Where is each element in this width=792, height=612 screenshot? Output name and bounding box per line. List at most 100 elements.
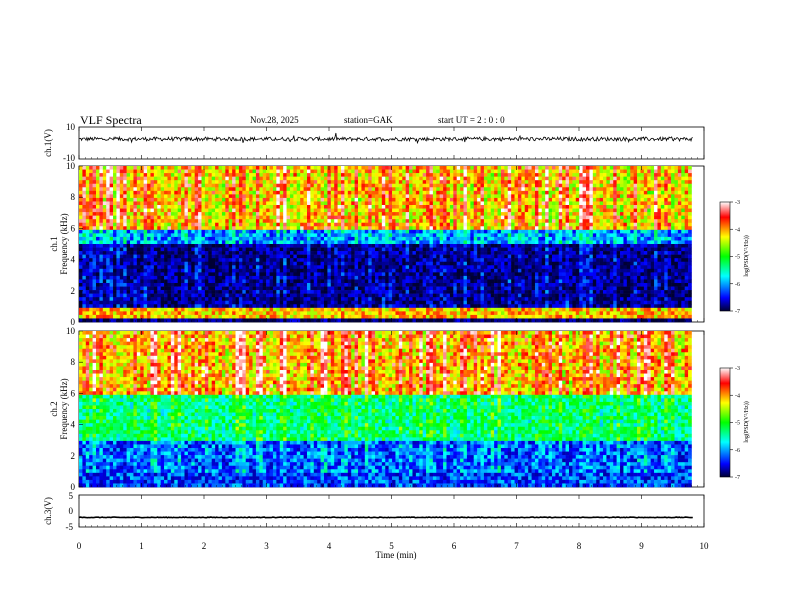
spectrogram-cell xyxy=(211,304,216,309)
spectrogram-cell xyxy=(306,244,311,248)
spectrogram-cell xyxy=(320,300,325,305)
spectrogram-cell xyxy=(252,279,257,284)
spectrogram-cell xyxy=(143,208,148,213)
spectrogram-cell xyxy=(320,219,325,224)
spectrogram-cell xyxy=(89,173,93,177)
spectrogram-cell xyxy=(157,226,161,231)
spectrogram-cell xyxy=(106,247,110,252)
spectrogram-cell xyxy=(198,208,202,213)
spectrogram-cell xyxy=(204,176,209,181)
spectrogram-cell xyxy=(456,236,461,241)
spectrogram-cell xyxy=(113,244,117,248)
spectrogram-cell xyxy=(150,251,155,255)
spectrogram-cell xyxy=(130,173,134,177)
spectrogram-cell xyxy=(170,215,175,220)
spectrogram-cell xyxy=(191,233,195,238)
spectrogram-cell xyxy=(313,173,318,177)
spectrogram-cell xyxy=(378,268,383,273)
spectrogram-cell xyxy=(405,180,410,185)
spectrogram-cell xyxy=(409,240,413,245)
spectrogram-cell xyxy=(296,229,301,234)
spectrogram-cell xyxy=(276,265,281,270)
spectrogram-cell xyxy=(157,166,161,170)
spectrogram-cell xyxy=(252,201,257,206)
spectrogram-cell xyxy=(89,293,93,298)
spectrogram-cell xyxy=(293,314,298,319)
spectrogram-cell xyxy=(184,201,189,206)
spectrogram-cell xyxy=(177,283,182,287)
spectrogram-cell xyxy=(113,240,117,245)
spectrogram-cell xyxy=(334,247,338,252)
spectrogram-cell xyxy=(293,297,298,302)
spectrogram-cell xyxy=(453,275,458,280)
spectrogram-cell xyxy=(232,297,236,302)
spectrogram-cell xyxy=(181,222,185,227)
spectrogram-cell xyxy=(409,169,413,174)
spectrogram-cell xyxy=(133,212,138,216)
spectrogram-cell xyxy=(300,201,304,206)
spectrogram-cell xyxy=(378,286,383,291)
spectrogram-cell xyxy=(177,286,182,291)
spectrogram-cell xyxy=(296,275,301,280)
spectrogram-cell xyxy=(143,261,148,266)
spectrogram-cell xyxy=(130,180,134,185)
spectrogram-cell xyxy=(409,311,413,316)
spectrogram-cell xyxy=(344,272,349,277)
spectrogram-cell xyxy=(317,258,321,263)
spectrogram-cell xyxy=(211,233,216,238)
spectrogram-cell xyxy=(368,297,372,302)
spectrogram-cell xyxy=(259,265,264,270)
spectrogram-cell xyxy=(283,190,287,195)
spectrogram-cell xyxy=(317,240,321,245)
spectrogram-cell xyxy=(415,251,420,255)
spectrogram-cell xyxy=(102,307,107,312)
spectrogram-cell xyxy=(310,279,315,284)
spectrogram-cell xyxy=(102,268,107,273)
spectrogram-cell xyxy=(334,286,338,291)
spectrogram-cell xyxy=(324,272,328,277)
spectrogram-cell xyxy=(289,254,294,259)
spectrogram-cell xyxy=(259,300,264,305)
spectrogram-cell xyxy=(92,208,97,213)
spectrogram-cell xyxy=(422,272,427,277)
spectrogram-cell xyxy=(327,222,332,227)
spectrogram-cell xyxy=(136,265,141,270)
spectrogram-cell xyxy=(259,244,264,248)
spectrogram-cell xyxy=(419,297,423,302)
spectrogram-cell xyxy=(249,279,253,284)
spectrogram-cell xyxy=(460,180,464,185)
spectrogram-cell xyxy=(198,293,202,298)
spectrogram-cell xyxy=(409,283,413,287)
spectrogram-cell xyxy=(130,254,134,259)
spectrogram-cell xyxy=(310,314,315,319)
spectrogram-cell xyxy=(289,215,294,220)
spectrogram-cell xyxy=(405,304,410,309)
spectrogram-cell xyxy=(337,286,342,291)
spectrogram-cell xyxy=(262,212,267,216)
spectrogram-cell xyxy=(184,314,189,319)
spectrogram-cell xyxy=(133,307,138,312)
spectrogram-cell xyxy=(232,166,236,170)
spectrogram-cell xyxy=(249,194,253,199)
spectrogram-cell xyxy=(368,244,372,248)
spectrogram-cell xyxy=(170,290,175,294)
spectrogram-cell xyxy=(432,254,437,259)
spectrogram-cell xyxy=(419,233,423,238)
spectrogram-cell xyxy=(225,215,230,220)
spectrogram-cell xyxy=(232,304,236,309)
spectrogram-cell xyxy=(123,197,127,202)
spectrogram-cell xyxy=(303,173,308,177)
spectrogram-cell xyxy=(106,229,110,234)
spectrogram-cell xyxy=(235,236,240,241)
spectrogram-cell xyxy=(385,197,389,202)
spectrogram-cell xyxy=(303,169,308,174)
spectrogram-cell xyxy=(92,183,97,188)
spectrogram-cell xyxy=(392,254,396,259)
spectrogram-cell xyxy=(191,251,195,255)
spectrogram-cell xyxy=(306,180,311,185)
spectrogram-cell xyxy=(371,212,376,216)
spectrogram-cell xyxy=(266,265,270,270)
spectrogram-cell xyxy=(130,286,134,291)
spectrogram-cell xyxy=(201,286,206,291)
spectrogram-cell xyxy=(347,190,352,195)
